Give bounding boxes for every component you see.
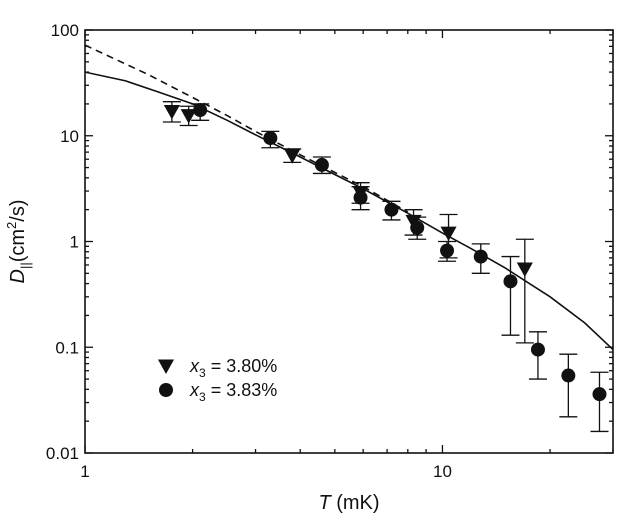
data-point-triangle [163, 104, 180, 120]
legend-label: x3 = 3.80% [189, 356, 277, 380]
y-tick-label: 0.01 [46, 444, 79, 463]
y-axis-subscript: || [18, 262, 33, 269]
legend: x3 = 3.80%x3 = 3.83% [157, 356, 277, 404]
data-point-triangle [440, 226, 457, 242]
data-point-circle [314, 157, 329, 172]
data-point-circle [353, 190, 368, 205]
data-point-circle [193, 103, 208, 118]
data-point-circle [473, 249, 488, 264]
y-axis-title: D||(cm2/s) [4, 200, 33, 284]
legend-label-value: = 3.83% [206, 380, 278, 400]
solid-curve [85, 71, 613, 351]
y-axis-var: D [7, 269, 29, 283]
data-point-triangle [516, 262, 533, 278]
data-point-circle [592, 387, 607, 402]
data-point-circle [503, 274, 518, 289]
tick-layer: 1 10 0.01 0.1 1 10 100 [46, 21, 614, 481]
dashed-curve [85, 44, 409, 213]
data-point-circle [263, 131, 278, 146]
data-point-triangle [284, 149, 301, 164]
data-point-triangle [180, 109, 197, 124]
x-axis-title: T (mK) [318, 492, 379, 514]
data-point-circle [530, 342, 545, 357]
data-point-circle [561, 368, 576, 383]
data-point-circle [440, 243, 455, 258]
plot-frame [84, 29, 614, 454]
curve-layer [85, 44, 613, 351]
y-tick-label: 0.1 [55, 338, 79, 357]
legend-label-sub: 3 [199, 366, 206, 380]
legend-label-value: = 3.80% [206, 356, 278, 376]
legend-label-sub: 3 [199, 390, 206, 404]
x-axis-var: T [318, 492, 332, 514]
x-axis-unit: (mK) [331, 492, 380, 514]
y-axis-unit-post: /s) [7, 200, 29, 222]
legend-label-var: x [189, 380, 200, 400]
legend-label-var: x [189, 356, 200, 376]
y-tick-label: 1 [70, 233, 79, 252]
y-axis-unit-sup: 2 [4, 222, 19, 229]
legend-marker-triangle [157, 359, 175, 375]
y-tick-label: 100 [51, 21, 79, 40]
x-tick-label: 1 [80, 462, 89, 481]
legend-label: x3 = 3.83% [189, 380, 277, 404]
y-axis-unit-pre: (cm [7, 229, 29, 262]
series-layer [162, 101, 609, 433]
x-tick-label: 10 [433, 462, 452, 481]
legend-marker-circle [159, 383, 173, 397]
data-point-circle [384, 202, 399, 217]
y-tick-label: 10 [60, 127, 79, 146]
data-point-circle [410, 220, 425, 235]
